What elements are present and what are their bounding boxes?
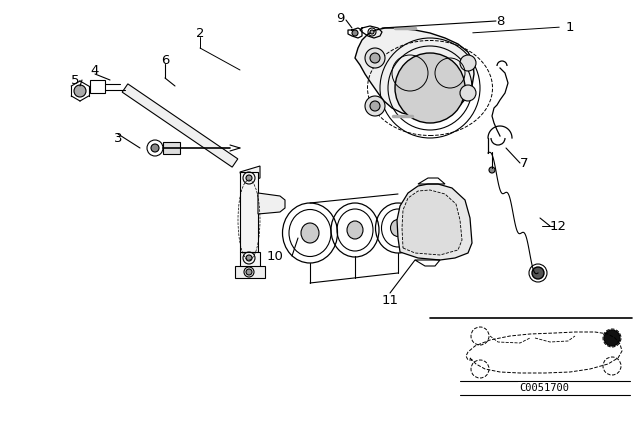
Text: 12: 12 [550,220,566,233]
Circle shape [489,167,495,173]
Circle shape [370,53,380,63]
Circle shape [370,101,380,111]
Circle shape [246,269,252,275]
Text: 1: 1 [566,21,574,34]
Text: 3: 3 [114,132,122,145]
Text: 6: 6 [161,53,169,66]
Ellipse shape [390,220,406,237]
Text: C0051700: C0051700 [519,383,569,393]
Polygon shape [240,166,260,184]
Circle shape [532,267,544,279]
Ellipse shape [347,221,363,239]
Circle shape [246,175,252,181]
Circle shape [352,30,358,36]
Circle shape [460,85,476,101]
Text: 7: 7 [520,156,528,169]
Text: 11: 11 [381,293,399,306]
Polygon shape [235,266,265,278]
Circle shape [74,85,86,97]
Circle shape [151,144,159,152]
Polygon shape [240,252,260,268]
Polygon shape [258,193,285,214]
Text: 4: 4 [91,64,99,77]
Circle shape [604,330,620,346]
Text: 9: 9 [336,12,344,25]
Polygon shape [240,172,258,252]
Polygon shape [163,142,180,154]
Text: 8: 8 [496,14,504,27]
Polygon shape [402,190,462,255]
Text: 10: 10 [267,250,284,263]
Circle shape [365,96,385,116]
Circle shape [460,55,476,71]
Circle shape [246,255,252,261]
Polygon shape [397,184,472,260]
Circle shape [365,48,385,68]
Ellipse shape [301,223,319,243]
Circle shape [370,30,374,34]
Polygon shape [355,28,474,116]
Polygon shape [122,84,238,167]
Text: 2: 2 [196,26,204,39]
Circle shape [395,53,465,123]
Text: 5: 5 [71,73,79,86]
